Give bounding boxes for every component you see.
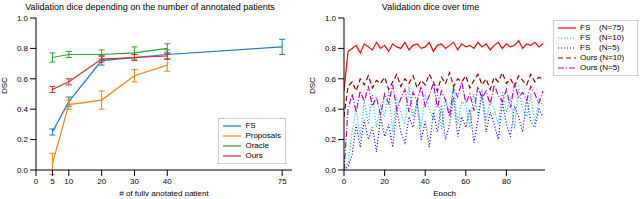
html-text:Validation dice depending on t: Validation dice depending on the number … (25, 2, 275, 12)
svg-text:0.4: 0.4 (325, 105, 337, 114)
svg-text:0.6: 0.6 (17, 75, 29, 84)
svg-text:1.0: 1.0 (17, 14, 29, 23)
svg-text:5: 5 (50, 177, 55, 186)
svg-text:0.4: 0.4 (17, 105, 29, 114)
svg-text:0.6: 0.6 (325, 75, 337, 84)
svg-text:75: 75 (278, 177, 287, 186)
svg-text:40: 40 (163, 177, 172, 186)
svg-text:30: 30 (130, 177, 139, 186)
html-text:Validation dice over time: Validation dice over time (381, 2, 480, 12)
svg-text:DSC: DSC (8, 77, 9, 94)
svg-text:1.0: 1.0 (325, 14, 337, 23)
svg-text:40: 40 (421, 177, 430, 186)
svg-text:10: 10 (64, 177, 73, 186)
svg-text:0.0: 0.0 (325, 166, 337, 175)
svg-text:0: 0 (34, 177, 39, 186)
svg-text:0.8: 0.8 (17, 44, 29, 53)
svg-text:# of fully anotated patient: # of fully anotated patient (119, 189, 209, 196)
html-text:FS (N=75): FS (N=75) (580, 23, 624, 32)
svg-text:0.2: 0.2 (17, 135, 29, 144)
svg-text:20: 20 (380, 177, 389, 186)
html-text:FS (N=10): FS (N=10) (580, 33, 624, 42)
html-text:FS: FS (245, 121, 256, 130)
svg-text:80: 80 (502, 177, 511, 186)
svg-text:20: 20 (97, 177, 106, 186)
svg-text:Epoch: Epoch (433, 189, 456, 196)
svg-text:0: 0 (342, 177, 347, 186)
html-text:FS (N=5): FS (N=5) (580, 43, 620, 52)
html-text:Oracle: Oracle (245, 141, 269, 150)
svg-text:60: 60 (461, 177, 470, 186)
svg-text:DSC: DSC (308, 77, 317, 94)
html-text:Ours (N=10): Ours (N=10) (580, 53, 625, 62)
html-text:Ours (N=5): Ours (N=5) (580, 63, 620, 72)
svg-text:0.8: 0.8 (325, 44, 337, 53)
svg-text:0.2: 0.2 (325, 135, 337, 144)
html-text:Ours: Ours (245, 151, 263, 160)
html-text:Proposals: Proposals (245, 131, 281, 140)
svg-text:0.0: 0.0 (17, 166, 29, 175)
